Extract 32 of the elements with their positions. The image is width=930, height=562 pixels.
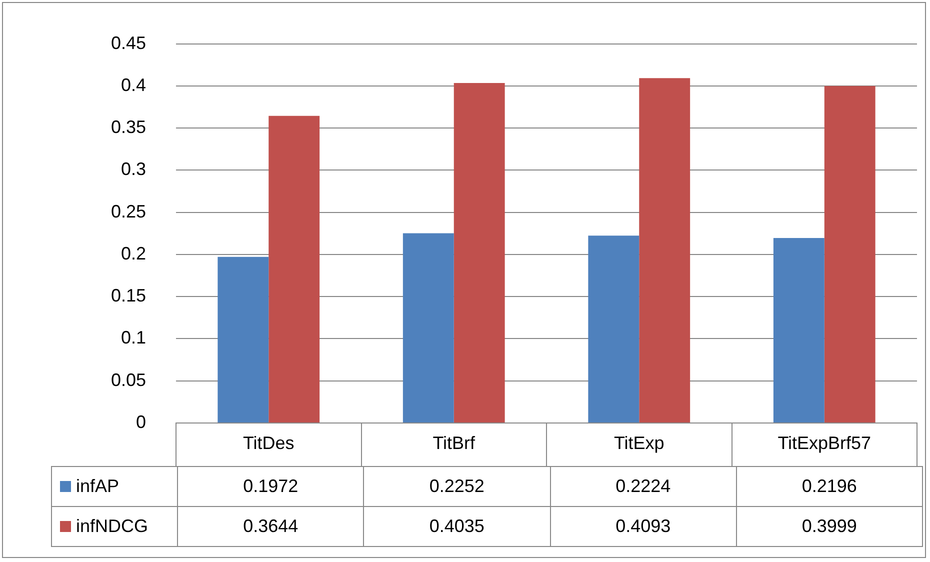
- data-label: 0.2224: [550, 466, 736, 506]
- data-label: 0.1972: [178, 466, 364, 506]
- data-label: 0.4035: [364, 506, 550, 546]
- y-tick-label: 0.25: [110, 201, 146, 222]
- x-tick-label: TitBrf: [432, 432, 476, 453]
- legend-label: infAP: [52, 466, 178, 506]
- y-tick-label: 0.35: [110, 117, 146, 138]
- y-tick-label: 0.3: [120, 159, 146, 180]
- x-tick-label: TitExp: [614, 432, 664, 453]
- bar: [454, 82, 505, 422]
- y-tick-label: 0.2: [120, 243, 146, 264]
- bar: [218, 256, 269, 422]
- bar: [773, 238, 824, 422]
- bar: [639, 78, 690, 422]
- bar: [824, 86, 876, 422]
- bar: [268, 116, 320, 422]
- bar: [588, 236, 640, 422]
- data-label: 0.3644: [178, 506, 364, 546]
- y-tick-label: 0.45: [110, 32, 146, 53]
- data-label: 0.3999: [736, 506, 922, 546]
- y-tick-label: 0.15: [110, 286, 146, 306]
- y-tick-label: 0: [136, 412, 146, 432]
- x-tick-label: TitDes: [242, 432, 294, 453]
- y-tick-label: 0.1: [120, 328, 146, 348]
- bar: [402, 233, 454, 422]
- data-label: 0.2196: [736, 466, 922, 506]
- y-tick-label: 0.05: [110, 370, 146, 390]
- data-label: 0.2252: [364, 466, 550, 506]
- y-tick-label: 0.4: [120, 74, 146, 95]
- legend-label: infNDCG: [52, 506, 178, 546]
- data-label: 0.4093: [550, 506, 736, 546]
- x-tick-label: TitExpBrf57: [778, 432, 872, 453]
